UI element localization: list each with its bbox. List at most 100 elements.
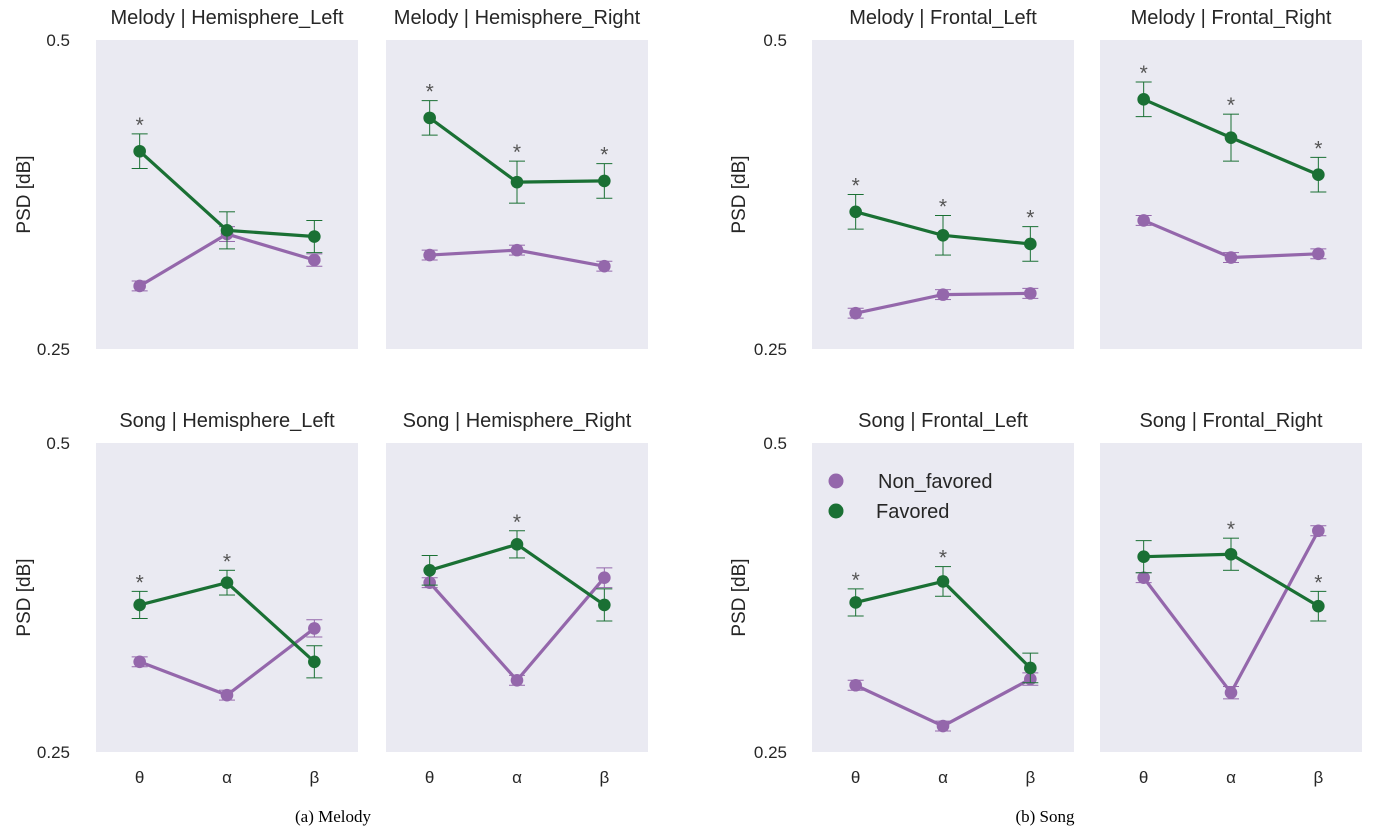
non-favored-data-point <box>598 571 611 585</box>
x-tick-label: β <box>309 768 319 787</box>
favored-data-point <box>1024 661 1037 675</box>
significance-marker: * <box>1140 62 1148 85</box>
favored-data-point <box>1137 93 1150 106</box>
favored-data-point <box>220 224 234 237</box>
favored-data-point <box>308 230 321 243</box>
significance-marker: * <box>939 547 947 570</box>
subfigure-caption: (b) Song <box>1015 807 1075 826</box>
favored-data-point <box>1024 237 1037 251</box>
subfigure-caption: (a) Melody <box>295 807 372 826</box>
non-favored-data-point <box>936 719 950 733</box>
panel-title: Song | Frontal_Left <box>858 410 1028 432</box>
panel-title: Melody | Frontal_Right <box>1131 7 1332 29</box>
non-favored-data-point <box>849 678 862 692</box>
y-tick-label: 0.25 <box>754 743 787 762</box>
non-favored-data-point <box>598 259 611 273</box>
y-tick-label: 0.25 <box>37 340 70 359</box>
y-tick-label: 0.25 <box>37 743 70 762</box>
y-tick-label: 0.5 <box>763 434 787 453</box>
favored-data-point <box>1312 599 1325 613</box>
x-tick-label: α <box>512 768 522 787</box>
significance-marker: * <box>600 144 608 167</box>
non-favored-data-point <box>308 253 321 267</box>
x-tick-label: θ <box>851 768 860 787</box>
significance-marker: * <box>1314 571 1322 594</box>
y-axis-label: PSD [dB] <box>729 155 750 233</box>
panel-background <box>1100 40 1362 349</box>
x-tick-label: β <box>1313 768 1323 787</box>
favored-data-point <box>1224 547 1238 561</box>
favored-data-point <box>133 598 146 612</box>
significance-marker: * <box>513 141 521 164</box>
favored-data-point <box>1312 168 1325 182</box>
x-tick-label: θ <box>135 768 144 787</box>
significance-marker: * <box>223 550 231 573</box>
x-tick-label: α <box>222 768 232 787</box>
favored-data-point <box>423 564 436 577</box>
y-tick-label: 0.5 <box>46 434 70 453</box>
panel-title: Melody | Frontal_Left <box>849 7 1037 29</box>
non-favored-data-point <box>510 674 524 687</box>
x-tick-label: α <box>1226 768 1236 787</box>
significance-marker: * <box>1026 207 1034 230</box>
non-favored-data-point <box>220 688 234 702</box>
non-favored-data-point <box>1137 214 1150 227</box>
significance-marker: * <box>852 175 860 198</box>
non-favored-data-point <box>849 306 862 320</box>
significance-marker: * <box>426 81 434 104</box>
non-favored-data-point <box>308 622 321 635</box>
non-favored-data-point <box>133 279 146 293</box>
y-tick-label: 0.25 <box>754 340 787 359</box>
favored-data-point <box>598 174 611 188</box>
favored-data-point <box>423 111 436 125</box>
favored-data-point <box>936 575 950 588</box>
favored-data-point <box>220 576 234 589</box>
panel-background <box>96 443 358 752</box>
y-axis-label: PSD [dB] <box>14 558 35 636</box>
x-tick-label: θ <box>425 768 434 787</box>
y-axis-label: PSD [dB] <box>14 155 35 233</box>
non-favored-data-point <box>1024 287 1037 300</box>
x-tick-label: β <box>599 768 609 787</box>
legend-label: Favored <box>876 501 949 523</box>
favored-data-point <box>510 175 524 189</box>
significance-marker: * <box>852 569 860 592</box>
favored-data-point <box>849 596 862 609</box>
significance-marker: * <box>513 511 521 534</box>
x-tick-label: α <box>938 768 948 787</box>
panel-background <box>96 40 358 349</box>
panel-title: Song | Frontal_Right <box>1139 410 1323 432</box>
x-tick-label: β <box>1025 768 1035 787</box>
favored-data-point <box>598 598 611 612</box>
significance-marker: * <box>1227 518 1235 541</box>
legend-label: Non_favored <box>878 471 993 493</box>
non-favored-data-point <box>1312 247 1325 261</box>
panel-title: Song | Hemisphere_Right <box>403 410 632 432</box>
y-axis-label: PSD [dB] <box>729 558 750 636</box>
panel-background <box>386 443 648 752</box>
non-favored-data-point <box>423 248 436 262</box>
non-favored-data-point <box>1137 571 1150 585</box>
favored-data-point <box>849 205 862 219</box>
non-favored-data-point <box>1224 251 1238 264</box>
legend-marker-non-favored <box>828 473 844 489</box>
x-tick-label: θ <box>1139 768 1148 787</box>
panel-background <box>1100 443 1362 752</box>
non-favored-data-point <box>133 655 146 669</box>
y-tick-label: 0.5 <box>763 31 787 50</box>
panel-title: Song | Hemisphere_Left <box>119 410 335 432</box>
favored-data-point <box>510 538 524 551</box>
y-tick-label: 0.5 <box>46 31 70 50</box>
favored-data-point <box>1137 550 1150 564</box>
significance-marker: * <box>136 114 144 137</box>
panel-title: Melody | Hemisphere_Left <box>110 7 344 29</box>
significance-marker: * <box>939 196 947 219</box>
favored-data-point <box>936 228 950 242</box>
significance-marker: * <box>1314 137 1322 160</box>
significance-marker: * <box>136 571 144 594</box>
favored-data-point <box>308 655 321 669</box>
panel-title: Melody | Hemisphere_Right <box>394 7 641 29</box>
non-favored-data-point <box>1312 524 1325 538</box>
legend-marker-favored <box>828 503 844 519</box>
